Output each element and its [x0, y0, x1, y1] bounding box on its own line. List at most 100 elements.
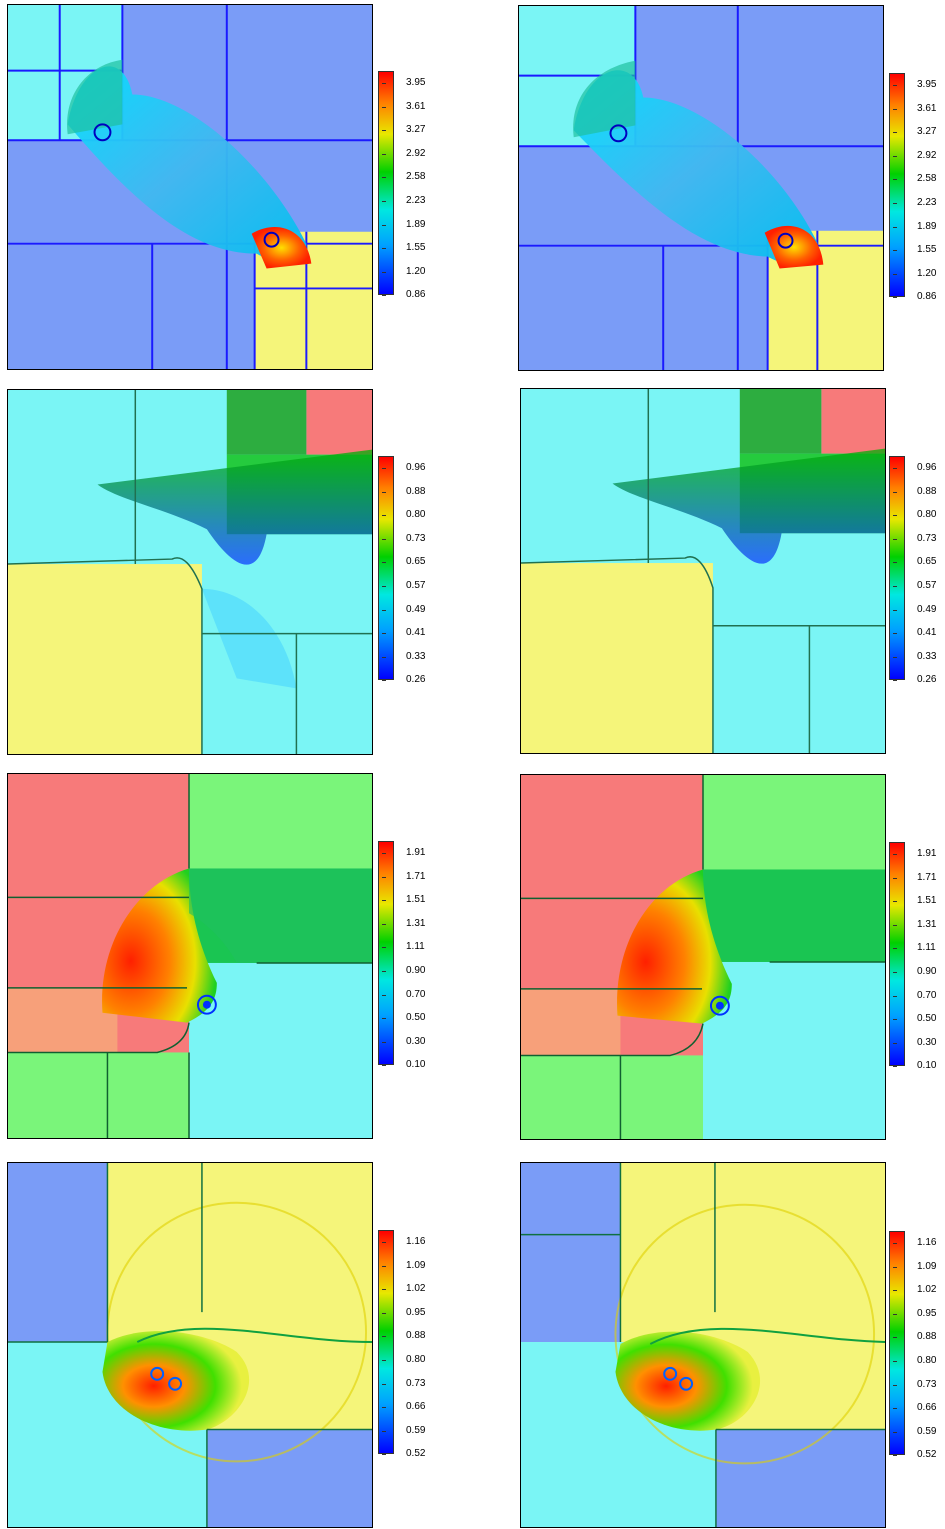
tick: 0.86: [381, 289, 426, 301]
tick: 0.30: [381, 1035, 426, 1047]
tick: 1.71: [892, 871, 937, 883]
row3-left-contour-panel: [7, 773, 373, 1139]
row1-left-colorbar: [378, 71, 394, 295]
tick: 0.90: [892, 966, 937, 977]
tick: 0.96: [381, 462, 426, 473]
tick: 0.59: [892, 1425, 937, 1437]
tick: 0.88: [381, 485, 426, 497]
tick: 0.73: [381, 1377, 426, 1389]
tick: 1.31: [381, 917, 426, 929]
tick: 0.26: [381, 674, 426, 686]
row4-right-colorbar-ticks: 1.16 1.09 1.02 0.95 0.88 0.80 0.73 0.66 …: [892, 1238, 945, 1467]
tick: 2.23: [892, 197, 937, 208]
tick: 0.30: [892, 1036, 937, 1048]
tick: 0.41: [892, 627, 937, 639]
tick: 1.02: [381, 1283, 426, 1295]
tick: 0.73: [892, 532, 937, 544]
tick: 0.95: [892, 1307, 937, 1319]
row2-left-colorbar-ticks: 0.96 0.88 0.80 0.73 0.65 0.57 0.49 0.41 …: [381, 463, 446, 692]
row3-right-colorbar: [889, 842, 905, 1066]
tick: 0.57: [381, 580, 426, 591]
tick: 0.80: [892, 509, 937, 521]
tick: 0.95: [381, 1306, 426, 1318]
tick: 0.73: [381, 532, 426, 544]
tick: 2.92: [381, 147, 426, 159]
tick: 0.10: [381, 1059, 426, 1071]
tick: 1.09: [381, 1259, 426, 1271]
tick: 1.20: [381, 265, 426, 277]
row1-right-colorbar-ticks: 3.95 3.61 3.27 2.92 2.58 2.23 1.89 1.55 …: [892, 80, 945, 309]
row3-left-colorbar-ticks: 1.91 1.71 1.51 1.31 1.11 0.90 0.70 0.50 …: [381, 848, 446, 1077]
tick: 1.11: [893, 942, 936, 954]
tick: 0.10: [892, 1060, 937, 1072]
tick: 1.02: [892, 1284, 937, 1296]
row2-right-colorbar-ticks: 0.96 0.88 0.80 0.73 0.65 0.57 0.49 0.41 …: [892, 463, 945, 692]
tick: 0.26: [892, 674, 937, 686]
tick: 0.88: [892, 485, 937, 497]
tick: 0.80: [381, 1354, 426, 1365]
tick: 0.88: [381, 1330, 426, 1342]
tick: 3.27: [892, 126, 937, 138]
tick: 0.88: [892, 1331, 937, 1343]
tick: 0.52: [381, 1448, 426, 1460]
row2-right-contour-panel: [520, 388, 886, 754]
tick: 1.91: [892, 848, 937, 859]
tick: 0.49: [381, 603, 426, 615]
tick: 0.50: [381, 1012, 426, 1024]
tick: 0.86: [892, 291, 937, 303]
tick: 0.80: [892, 1355, 937, 1366]
tick: 2.58: [381, 171, 426, 183]
tick: 1.89: [381, 218, 426, 230]
tick: 1.09: [892, 1260, 937, 1272]
tick: 1.16: [892, 1237, 937, 1248]
tick: 0.80: [381, 509, 426, 521]
row1-left-contour-panel: [7, 4, 373, 370]
tick: 0.59: [381, 1424, 426, 1436]
tick: 2.92: [892, 149, 937, 161]
tick: 2.23: [381, 195, 426, 206]
tick: 1.11: [382, 941, 425, 953]
tick: 1.71: [381, 870, 426, 882]
row2-left-colorbar: [378, 456, 394, 680]
tick: 0.33: [892, 650, 937, 662]
tick: 0.50: [892, 1013, 937, 1025]
tick: 1.89: [892, 220, 937, 232]
tick: 0.90: [381, 965, 426, 976]
tick: 1.51: [892, 895, 937, 907]
row4-left-colorbar-ticks: 1.16 1.09 1.02 0.95 0.88 0.80 0.73 0.66 …: [381, 1237, 446, 1466]
tick: 0.57: [892, 580, 937, 591]
tick: 0.70: [892, 989, 937, 1001]
tick: 0.33: [381, 650, 426, 662]
tick: 3.27: [381, 124, 426, 136]
tick: 1.16: [381, 1236, 426, 1247]
tick: 3.95: [381, 77, 426, 88]
row4-right-contour-panel: [520, 1162, 886, 1528]
tick: 1.20: [892, 267, 937, 279]
row2-left-contour-panel: [7, 389, 373, 755]
row1-right-contour-panel: [518, 5, 884, 371]
tick: 3.95: [892, 79, 937, 90]
row2-right-colorbar: [889, 456, 905, 680]
tick: 0.41: [381, 627, 426, 639]
row3-left-colorbar: [378, 841, 394, 1065]
tick: 0.52: [892, 1449, 937, 1461]
row3-right-contour-panel: [520, 774, 886, 1140]
tick: 1.55: [892, 244, 937, 256]
row3-right-colorbar-ticks: 1.91 1.71 1.51 1.31 1.11 0.90 0.70 0.50 …: [892, 849, 945, 1078]
tick: 3.61: [892, 102, 937, 114]
tick: 0.73: [892, 1378, 937, 1390]
tick: 1.31: [892, 918, 937, 930]
tick: 0.49: [892, 603, 937, 615]
tick: 0.70: [381, 988, 426, 1000]
tick: 0.66: [381, 1401, 426, 1413]
row4-left-colorbar: [378, 1230, 394, 1454]
tick: 2.58: [892, 173, 937, 185]
tick: 1.51: [381, 894, 426, 906]
row4-left-contour-panel: [7, 1162, 373, 1528]
tick: 0.65: [892, 556, 937, 568]
tick: 1.91: [381, 847, 426, 858]
row1-left-colorbar-ticks: 3.95 3.61 3.27 2.92 2.58 2.23 1.89 1.55 …: [381, 78, 446, 307]
tick: 0.65: [381, 556, 426, 568]
tick: 0.66: [892, 1402, 937, 1414]
row4-right-colorbar: [889, 1231, 905, 1455]
